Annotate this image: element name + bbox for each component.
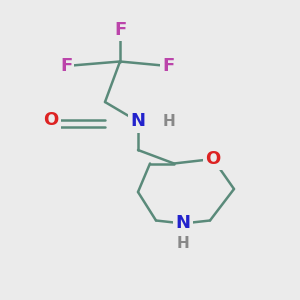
Text: H: H (163, 114, 176, 129)
Text: F: F (162, 57, 174, 75)
Text: O: O (44, 111, 59, 129)
Text: N: N (176, 214, 190, 232)
Text: H: H (177, 236, 189, 250)
Text: N: N (130, 112, 146, 130)
Text: F: F (60, 57, 72, 75)
Text: O: O (206, 150, 220, 168)
Text: F: F (114, 21, 126, 39)
